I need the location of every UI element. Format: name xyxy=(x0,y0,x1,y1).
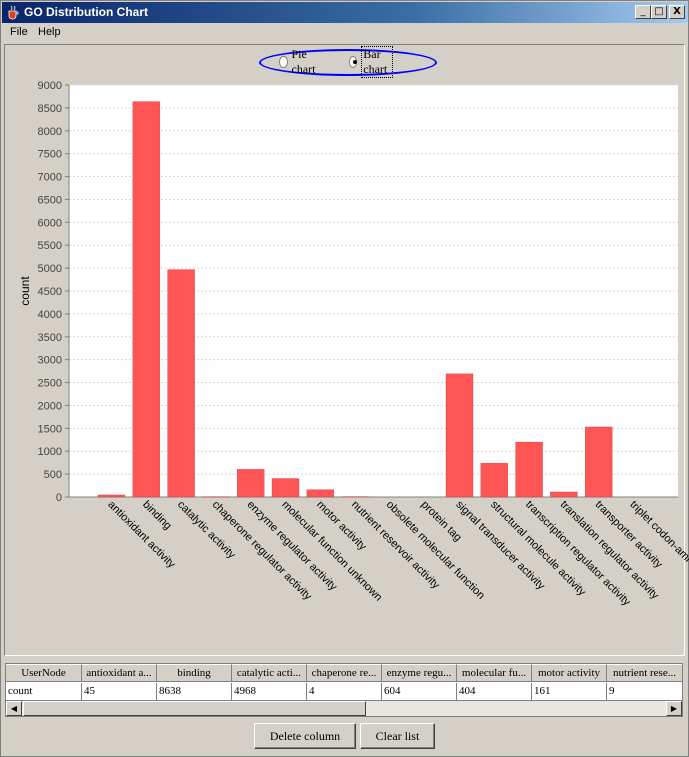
minimize-button[interactable]: _ xyxy=(635,5,651,19)
table-header-cell[interactable]: UserNode xyxy=(6,664,82,682)
table-cell[interactable]: 9 xyxy=(607,683,682,700)
bar-chart-label: Bar chart xyxy=(361,46,393,78)
bar-chart: 0 500 1000 1500 2000 2500 3000 3500 4000 4500 5000… xyxy=(18,80,689,609)
table-header-cell[interactable]: catalytic acti... xyxy=(232,664,307,682)
bar xyxy=(306,489,334,498)
y-tick-label: 6000 xyxy=(38,217,62,229)
y-tick-label: 6500 xyxy=(38,194,62,206)
bar xyxy=(480,462,508,498)
y-tick-label: 1000 xyxy=(38,446,62,458)
y-tick-label: 500 xyxy=(44,469,62,481)
y-tick-label: 2500 xyxy=(38,378,62,390)
y-tick-label: 8000 xyxy=(38,126,62,138)
y-tick-label: 3000 xyxy=(38,355,62,367)
table-row: count 45 8638 4968 4 604 404 161 9 xyxy=(6,683,682,700)
scrollbar-thumb[interactable] xyxy=(23,701,366,716)
table-header-cell[interactable]: motor activity xyxy=(532,664,607,682)
data-table: UserNode antioxidant a... binding catalytic… xyxy=(5,663,683,701)
bar xyxy=(515,441,543,498)
pie-chart-radio[interactable]: Pie chart xyxy=(279,47,319,76)
bar xyxy=(445,373,474,498)
y-tick-label: 2000 xyxy=(38,400,62,412)
bar xyxy=(550,491,578,498)
table-cell[interactable]: 404 xyxy=(457,683,532,700)
y-tick-label: 1500 xyxy=(38,423,62,435)
table-cell[interactable]: 161 xyxy=(532,683,607,700)
y-tick-label: 4500 xyxy=(38,286,62,298)
y-tick-label: 3500 xyxy=(38,332,62,344)
table-header-cell[interactable]: enzyme regu... xyxy=(382,664,457,682)
clear-list-button[interactable]: Clear list xyxy=(360,723,435,749)
table-cell[interactable]: 604 xyxy=(382,683,457,700)
table-header-cell[interactable]: nutrient rese... xyxy=(607,664,682,682)
menu-file[interactable]: File xyxy=(10,26,28,38)
y-axis-label: count xyxy=(18,276,32,306)
table-cell[interactable]: 4968 xyxy=(232,683,307,700)
table-cell[interactable]: 45 xyxy=(82,683,157,700)
y-tick-label: 4000 xyxy=(38,309,62,321)
scroll-right-button[interactable]: ▶ xyxy=(666,701,682,716)
bar xyxy=(132,101,160,498)
menu-bar: File Help xyxy=(2,23,688,43)
table-cell[interactable]: 4 xyxy=(307,683,382,700)
y-tick-label: 0 xyxy=(56,492,62,504)
y-tick-label: 5000 xyxy=(38,263,62,275)
window-title: GO Distribution Chart xyxy=(24,5,148,19)
bar-chart-radio-circle[interactable] xyxy=(349,56,358,68)
pie-chart-radio-circle[interactable] xyxy=(279,56,288,68)
bar xyxy=(237,469,265,498)
close-button[interactable]: X xyxy=(669,5,685,19)
menu-help[interactable]: Help xyxy=(38,26,61,38)
table-header-cell[interactable]: antioxidant a... xyxy=(82,664,157,682)
table-cell[interactable]: 8638 xyxy=(157,683,232,700)
pie-chart-label: Pie chart xyxy=(291,47,316,76)
delete-column-button[interactable]: Delete column xyxy=(254,723,356,749)
y-tick-label: 9000 xyxy=(38,80,62,92)
table-header-cell[interactable]: binding xyxy=(157,664,232,682)
scroll-left-button[interactable]: ◀ xyxy=(6,701,22,716)
highlight-annotation xyxy=(259,49,437,76)
bar xyxy=(97,494,126,498)
chart-panel xyxy=(4,44,685,656)
y-tick-label: 8500 xyxy=(38,103,62,115)
horizontal-scrollbar[interactable]: ◀ ▶ xyxy=(5,700,683,717)
table-cell[interactable]: count xyxy=(6,683,82,700)
y-tick-label: 5500 xyxy=(38,240,62,252)
bar-chart-radio[interactable]: Bar chart xyxy=(349,46,393,78)
java-coffee-icon xyxy=(8,5,19,20)
title-bar[interactable]: GO Distribution Chart _ □ X xyxy=(2,2,688,23)
y-tick-label: 7000 xyxy=(38,172,62,184)
table-header-row: UserNode antioxidant a... binding catalytic… xyxy=(6,664,682,682)
table-header-cell[interactable]: molecular fu... xyxy=(457,664,532,682)
table-header-cell[interactable]: chaperone re... xyxy=(307,664,382,682)
y-tick-label: 7500 xyxy=(38,149,62,161)
bar xyxy=(585,426,613,498)
bar xyxy=(271,478,300,498)
maximize-button[interactable]: □ xyxy=(651,5,667,19)
x-tick-label: antioxidant activity xyxy=(105,499,177,571)
x-tick-label: binding xyxy=(140,499,174,533)
bar xyxy=(167,269,195,498)
